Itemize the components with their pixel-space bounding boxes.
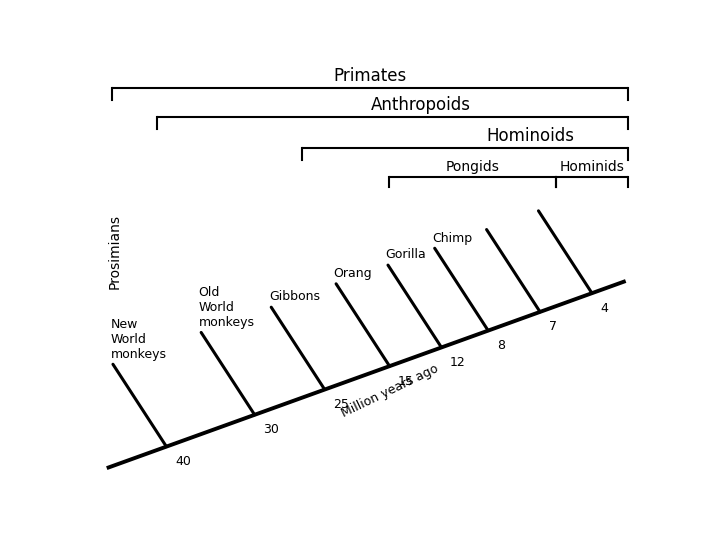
Text: Primates: Primates <box>334 67 407 85</box>
Text: Prosimians: Prosimians <box>108 214 122 289</box>
Text: Hominoids: Hominoids <box>487 127 575 145</box>
Text: Pongids: Pongids <box>445 160 499 174</box>
Text: Anthropoids: Anthropoids <box>371 96 471 114</box>
Text: New
World
monkeys: New World monkeys <box>110 318 166 361</box>
Text: Hominids: Hominids <box>559 160 625 174</box>
Text: 15: 15 <box>398 375 414 388</box>
Text: 7: 7 <box>549 320 557 333</box>
Text: 40: 40 <box>175 455 191 468</box>
Text: Old
World
monkeys: Old World monkeys <box>199 286 255 329</box>
Text: 4: 4 <box>600 302 608 315</box>
Text: Million years ago: Million years ago <box>339 362 441 420</box>
Text: Gibbons: Gibbons <box>269 291 320 303</box>
Text: 12: 12 <box>450 356 466 369</box>
Text: Gorilla: Gorilla <box>385 248 426 261</box>
Text: 25: 25 <box>333 398 349 411</box>
Text: Chimp: Chimp <box>432 232 472 245</box>
Text: 8: 8 <box>497 339 505 352</box>
Text: Orang: Orang <box>333 267 372 280</box>
Text: 30: 30 <box>264 423 279 436</box>
